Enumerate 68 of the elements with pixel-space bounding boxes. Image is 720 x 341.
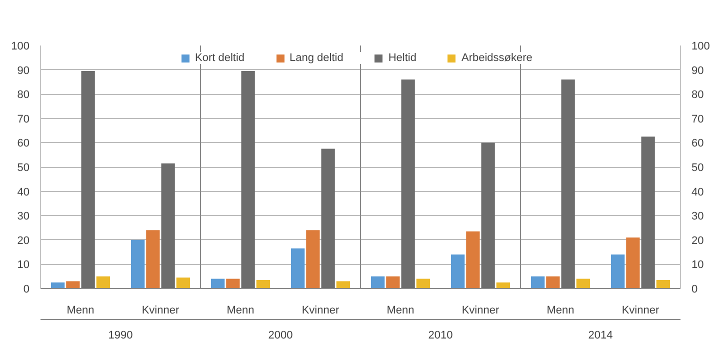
text: 2000 (268, 330, 293, 341)
y-tick-label: 10 (17, 259, 30, 272)
bar (546, 276, 560, 288)
text: 2014 (588, 330, 613, 341)
bar (146, 230, 160, 288)
y-tick-label: 80 (17, 89, 30, 102)
bar (96, 276, 110, 288)
bar (290, 248, 305, 288)
y-tick-label: 30 (17, 210, 30, 223)
x-tick-label: Kvinner (302, 304, 340, 316)
x-tick-label: Menn (386, 304, 414, 316)
y-tick-label: 50 (17, 162, 30, 174)
y2-tick-label: 0 (692, 284, 698, 296)
bar (161, 163, 175, 288)
bar (466, 231, 480, 288)
bar (176, 278, 190, 288)
y2-tick-label: 90 (692, 64, 704, 77)
x-tick-label: Kvinner (622, 304, 660, 316)
bar (306, 230, 320, 288)
bar (226, 278, 240, 288)
bar (610, 254, 625, 288)
bar (81, 71, 95, 288)
y2-tick-label: 70 (692, 113, 704, 126)
legend-label: Kort deltid (195, 52, 245, 64)
y2-tick-label: 50 (692, 162, 704, 174)
bar (401, 80, 415, 288)
y2-tick-label: 60 (692, 138, 704, 150)
x-tick-label: Kvinner (142, 304, 180, 316)
bar (450, 254, 465, 288)
y2-tick-label: 20 (692, 234, 704, 247)
bar (241, 71, 255, 288)
bar (576, 278, 590, 288)
y-tick-label: 0 (23, 284, 30, 296)
bar (321, 148, 335, 288)
bar (370, 276, 385, 288)
x-tick-label: Menn (66, 304, 94, 316)
bar (641, 136, 655, 288)
bar (656, 280, 670, 288)
bar (481, 142, 495, 288)
legend-label: Lang deltid (290, 52, 344, 64)
y-tick-label: 100 (11, 40, 30, 52)
y-tick-label: 40 (17, 186, 30, 198)
bar (416, 278, 430, 288)
y2-tick-label: 100 (692, 40, 710, 52)
bar (386, 276, 400, 288)
bar (626, 237, 640, 288)
y-tick-label: 90 (17, 64, 30, 77)
text: 2010 (428, 330, 453, 341)
y-tick-label: 70 (17, 113, 30, 126)
x-tick-label: Menn (546, 304, 574, 316)
legend-label: Heltid (388, 52, 416, 64)
x-tick-label: Menn (226, 304, 254, 316)
x-tick-label: Kvinner (462, 304, 500, 316)
legend-label: Arbeidssøkere (461, 52, 532, 64)
bar (336, 281, 350, 288)
bar (256, 280, 270, 288)
y2-tick-label: 80 (692, 89, 704, 102)
y2-tick-label: 10 (692, 259, 704, 272)
text: 1990 (108, 330, 133, 341)
bar (530, 276, 545, 288)
bar (210, 278, 225, 288)
bar (561, 80, 575, 288)
bar (66, 281, 80, 288)
y-tick-label: 20 (17, 234, 30, 247)
y2-tick-label: 40 (692, 186, 704, 198)
y2-tick-label: 30 (692, 210, 704, 223)
y-tick-label: 60 (17, 138, 30, 150)
bar (130, 240, 145, 288)
